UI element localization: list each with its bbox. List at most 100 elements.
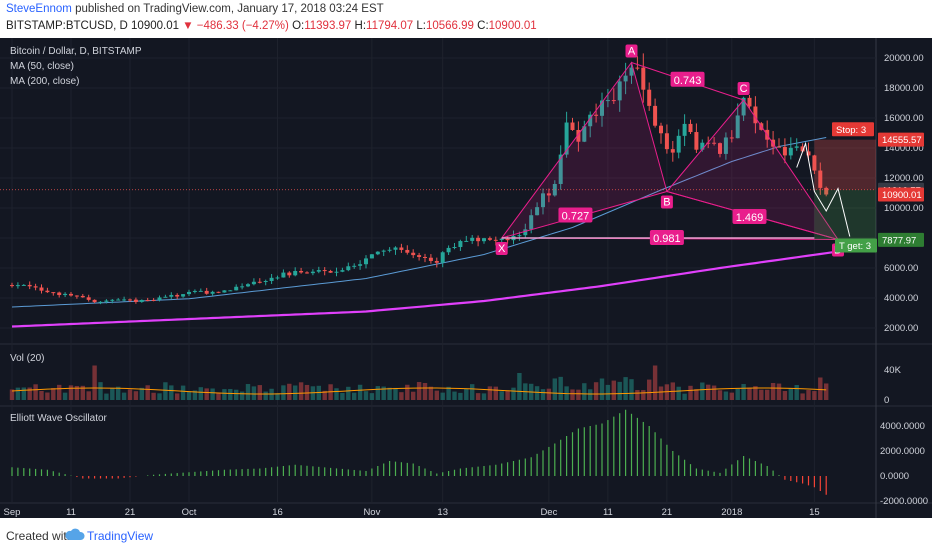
candle-body <box>611 100 616 102</box>
volume-bar <box>747 387 752 400</box>
ewo-bar <box>560 439 562 476</box>
candle-body <box>653 105 658 126</box>
ewo-bar <box>318 466 320 476</box>
candle-body <box>169 294 174 297</box>
candle-body <box>15 285 20 287</box>
volume-bar <box>700 382 705 400</box>
ewo-bar <box>377 466 379 476</box>
candle-body <box>316 270 321 272</box>
candle-body <box>487 238 492 240</box>
ewo-bar <box>636 417 638 476</box>
candle-body <box>305 272 309 274</box>
ewo-bar <box>265 467 267 476</box>
candle-body <box>741 97 746 116</box>
volume-bar <box>782 391 788 400</box>
volume-bar <box>818 377 823 400</box>
date-tick-label: Nov <box>363 507 380 518</box>
volume-bar <box>770 382 776 400</box>
symbol-label: BITSTAMP:BTCUSD, D <box>6 20 128 32</box>
candle-body <box>399 247 404 250</box>
ewo-bar <box>46 469 48 476</box>
volume-bar <box>729 392 734 400</box>
candle-body <box>440 252 445 263</box>
published-text: published on TradingView.com, January 17… <box>75 3 384 15</box>
volume-bar <box>499 391 504 400</box>
volume-bars <box>9 365 829 400</box>
candle-body <box>369 254 374 259</box>
ewo-bar <box>253 468 255 476</box>
candle-body <box>718 143 722 154</box>
date-tick-label: 15 <box>809 507 820 518</box>
price-label-text: 7877.97 <box>882 235 916 246</box>
candle-body <box>458 241 463 248</box>
candle-body <box>747 97 752 107</box>
price-label-text: Stop: 3 <box>836 125 866 136</box>
volume-bar <box>446 386 451 400</box>
candle-body <box>588 114 593 127</box>
date-tick-label: 2018 <box>721 507 742 518</box>
volume-tick-label: 40K <box>884 365 902 376</box>
ewo-tick-label: 2000.0000 <box>880 446 925 457</box>
candle-body <box>824 187 829 195</box>
ewo-bar <box>807 476 810 486</box>
volume-bar <box>776 383 782 400</box>
ewo-bar <box>94 476 96 479</box>
tradingview-link[interactable]: TradingView <box>87 529 154 543</box>
candle-body <box>33 286 38 288</box>
author-link[interactable]: SteveEnnom <box>6 3 72 15</box>
high-value: 11794.07 <box>366 20 414 32</box>
volume-bar <box>794 385 799 400</box>
ewo-bar <box>772 470 774 476</box>
ewo-bar <box>58 472 60 476</box>
candle-body <box>794 146 799 148</box>
candle-body <box>470 237 475 241</box>
ewo-bar <box>471 467 473 476</box>
volume-bar <box>9 389 15 400</box>
price-tick-label: 2000.00 <box>884 323 918 334</box>
ewo-bar <box>430 471 432 476</box>
ewo-bar <box>418 466 420 476</box>
grid <box>0 38 932 518</box>
ewo-bar <box>105 476 107 479</box>
ewo-bar <box>548 446 550 476</box>
position-tool[interactable] <box>0 139 876 240</box>
volume-bar <box>511 387 516 400</box>
candle-body <box>541 193 545 208</box>
volume-bar <box>647 379 652 400</box>
ewo-bar <box>731 464 733 476</box>
volume-bar <box>139 387 144 400</box>
volume-bar <box>192 390 198 400</box>
stop-zone[interactable] <box>814 139 876 190</box>
price-tick-label: 14000.00 <box>884 143 924 154</box>
ewo-bar <box>11 467 13 476</box>
candle-body <box>128 299 132 301</box>
ratio-label: 1.469 <box>736 212 764 224</box>
pattern-point-badge <box>660 195 673 209</box>
volume-bar <box>340 392 345 400</box>
volume-bar <box>428 386 434 400</box>
price-label-badge <box>835 238 877 253</box>
ohlc-line: BITSTAMP:BTCUSD, D 10900.01 ▼ −486.33 (−… <box>6 20 537 32</box>
candle-body <box>281 272 286 278</box>
axes: 2000.004000.006000.008000.0010000.001200… <box>4 53 929 518</box>
volume-bar <box>334 388 339 400</box>
candle-body <box>694 132 699 150</box>
ma50-legend: MA (50, close) <box>10 61 74 72</box>
volume-bar <box>98 382 103 400</box>
volume-bar <box>623 377 628 400</box>
volume-bar <box>493 386 498 400</box>
volume-bar <box>753 386 758 400</box>
target-zone[interactable] <box>814 189 876 240</box>
ewo-bar <box>754 461 756 476</box>
candle-body <box>287 272 292 276</box>
volume-bar <box>352 392 357 400</box>
volume-bar <box>204 388 209 400</box>
date-tick-label: 11 <box>66 507 76 518</box>
price-tick-label: 18000.00 <box>884 83 924 94</box>
candle-body <box>682 123 687 136</box>
ewo-bar <box>448 471 450 476</box>
volume-bar <box>62 392 68 400</box>
